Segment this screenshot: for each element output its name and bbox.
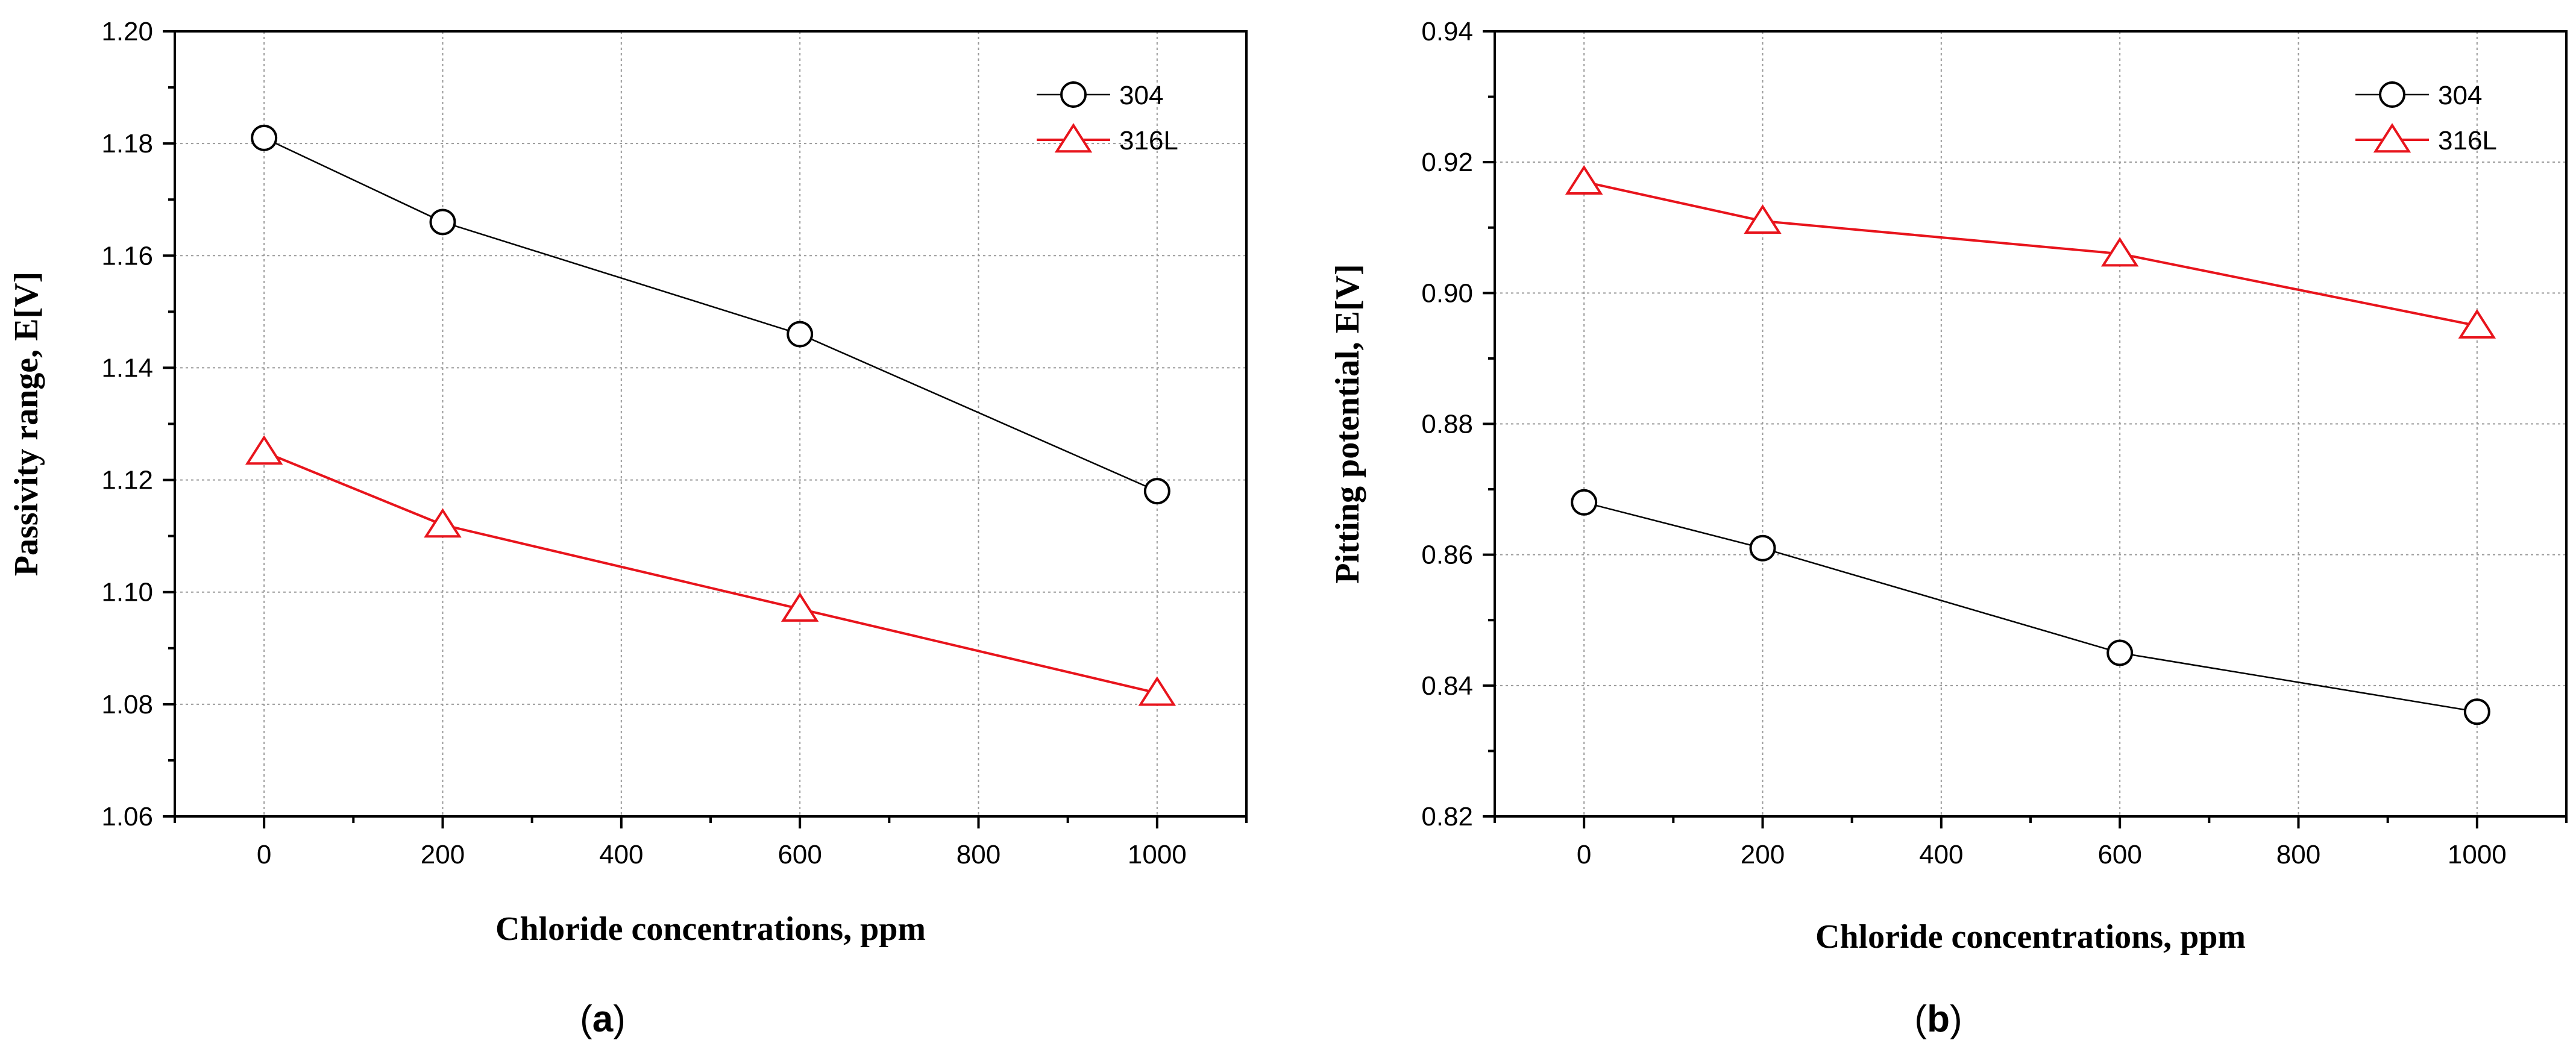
data-point <box>2463 698 2490 725</box>
y-tick-label: 1.20 <box>101 17 153 46</box>
x-tick-label: 1000 <box>2448 840 2507 869</box>
series-316L <box>245 435 1176 706</box>
y-tick-label: 0.88 <box>1421 410 1473 439</box>
caption-letter: b <box>1927 998 1950 1040</box>
y-axis-title: Pitting potential, E[V] <box>1329 264 1366 583</box>
legend-marker <box>2373 123 2411 153</box>
data-point <box>1749 534 1776 562</box>
y-tick-label: 0.86 <box>1421 540 1473 570</box>
data-point <box>781 592 819 622</box>
panel-caption: (a) <box>580 998 626 1040</box>
legend-marker <box>2379 81 2405 108</box>
legend-label: 316L <box>2438 126 2497 155</box>
series-304 <box>1571 489 2490 725</box>
y-tick-label: 1.16 <box>101 241 153 271</box>
series-line <box>263 451 1158 695</box>
data-point <box>1744 204 1782 234</box>
series-line <box>1583 180 2478 327</box>
y-tick-label: 0.94 <box>1421 17 1473 46</box>
x-axis-title: Chloride concentrations, ppm <box>495 910 926 948</box>
x-axis-title: Chloride concentrations, ppm <box>1815 918 2246 956</box>
data-point <box>787 321 814 348</box>
x-tick-label: 0 <box>1577 840 1591 869</box>
y-tick-label: 0.92 <box>1421 148 1473 177</box>
x-tick-label: 400 <box>599 840 643 869</box>
series-304 <box>251 124 1170 505</box>
x-tick-label: 800 <box>2276 840 2320 869</box>
x-tick-label: 400 <box>1919 840 1963 869</box>
series-line <box>263 137 1158 492</box>
x-tick-label: 600 <box>778 840 821 869</box>
data-point <box>429 208 456 236</box>
y-tick-label: 0.82 <box>1421 802 1473 831</box>
caption-open-paren: ( <box>580 998 592 1040</box>
x-tick-label: 0 <box>257 840 271 869</box>
x-tick-label: 1000 <box>1128 840 1187 869</box>
y-axis-title: Passivity range, E[V] <box>8 272 45 577</box>
legend-label: 316L <box>1119 126 1178 155</box>
series-line <box>1583 501 2478 713</box>
data-point <box>245 435 283 465</box>
y-tick-label: 1.14 <box>101 353 153 383</box>
data-point <box>1571 489 1598 516</box>
x-tick-label: 200 <box>421 840 465 869</box>
data-point <box>2458 308 2496 339</box>
y-tick-label: 1.06 <box>101 802 153 831</box>
legend: 304 316L <box>1037 81 1178 155</box>
data-point <box>1143 478 1170 505</box>
legend-marker <box>1054 123 1093 153</box>
data-point <box>2106 639 2134 666</box>
legend-label: 304 <box>1119 81 1163 110</box>
series-316L <box>1565 165 2496 339</box>
y-tick-label: 1.10 <box>101 578 153 607</box>
caption-letter: a <box>592 998 614 1040</box>
data-point <box>424 508 462 538</box>
chart-panel-a: 0 200 400 600 800 1000 1.06 1.08 1.10 1.12 1.14 1.1… <box>8 17 1248 1040</box>
caption-open-paren: ( <box>1914 998 1927 1040</box>
x-tick-label: 800 <box>957 840 1001 869</box>
panel-caption: (b) <box>1914 998 1962 1040</box>
caption-close-paren: ) <box>1950 998 1962 1040</box>
legend-marker <box>1060 81 1087 108</box>
y-tick-label: 1.08 <box>101 690 153 719</box>
y-tick-label: 0.84 <box>1421 671 1473 701</box>
data-point <box>1138 676 1176 706</box>
data-point <box>2100 237 2139 267</box>
data-point <box>1565 165 1603 195</box>
legend: 304 316L <box>2355 81 2497 155</box>
x-tick-label: 200 <box>1741 840 1785 869</box>
chart-panel-b: 0 200 400 600 800 1000 0.82 0.84 0.86 0.88 0.90 0.9… <box>1329 17 2568 1040</box>
legend-label: 304 <box>2438 81 2482 110</box>
y-tick-label: 1.12 <box>101 466 153 495</box>
y-tick-label: 0.90 <box>1421 278 1473 308</box>
data-point <box>251 124 278 151</box>
caption-close-paren: ) <box>613 998 626 1040</box>
y-tick-label: 1.18 <box>101 129 153 158</box>
x-tick-label: 600 <box>2097 840 2141 869</box>
